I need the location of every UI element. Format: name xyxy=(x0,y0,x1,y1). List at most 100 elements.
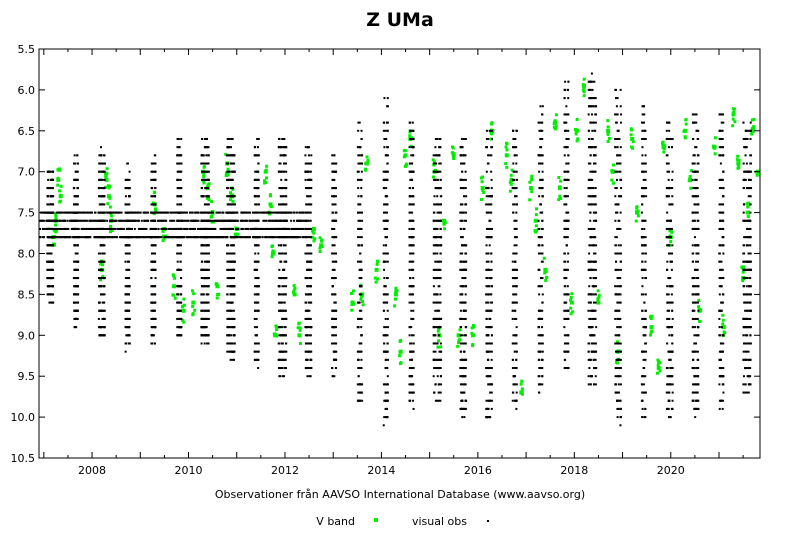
visual-obs-point xyxy=(308,178,311,181)
visual-obs-point xyxy=(432,170,435,173)
visual-obs-point xyxy=(151,293,154,296)
visual-obs-point xyxy=(100,195,103,198)
v-band-point xyxy=(610,178,614,182)
visual-obs-point xyxy=(200,268,203,271)
visual-obs-point xyxy=(283,309,286,312)
visual-obs-point xyxy=(512,146,515,149)
visual-obs-point xyxy=(284,277,287,280)
visual-obs-point xyxy=(231,358,234,361)
visual-obs-point xyxy=(282,268,285,271)
visual-obs-point xyxy=(565,301,568,304)
visual-obs-point xyxy=(257,195,260,198)
v-band-point xyxy=(528,180,532,184)
v-band-point xyxy=(442,227,446,231)
visual-obs-point xyxy=(150,301,153,304)
visual-obs-point xyxy=(410,252,413,255)
v-band-point xyxy=(489,131,493,135)
visual-obs-point xyxy=(204,244,207,247)
visual-obs-point xyxy=(541,170,544,173)
visual-obs-point xyxy=(384,211,387,214)
visual-obs-point xyxy=(98,285,101,288)
visual-obs-point xyxy=(564,129,567,132)
visual-obs-point xyxy=(283,367,286,370)
visual-obs-point xyxy=(227,137,230,140)
visual-obs-point xyxy=(515,391,518,394)
visual-obs-point xyxy=(588,129,591,132)
visual-obs-point xyxy=(436,375,439,378)
visual-obs-point xyxy=(178,326,181,329)
visual-obs-point xyxy=(307,219,310,222)
visual-obs-point xyxy=(436,277,439,280)
visual-obs-point xyxy=(204,137,207,140)
v-band-point xyxy=(403,148,407,152)
visual-obs-point xyxy=(281,146,284,149)
visual-obs-point xyxy=(515,195,518,198)
visual-obs-point xyxy=(438,383,441,386)
v-band-point xyxy=(520,389,524,393)
visual-obs-point xyxy=(51,170,54,173)
visual-obs-point xyxy=(309,170,312,173)
visual-obs-point xyxy=(437,170,440,173)
visual-obs-point xyxy=(304,317,307,320)
visual-obs-point xyxy=(255,309,258,312)
visual-obs-point xyxy=(233,252,236,255)
v-band-point xyxy=(582,90,586,94)
v-band-point xyxy=(56,176,60,180)
visual-obs-point xyxy=(309,195,312,198)
visual-obs-point xyxy=(102,195,105,198)
v-band-point xyxy=(752,125,756,129)
visual-obs-point xyxy=(360,367,363,370)
visual-obs-point xyxy=(309,219,312,222)
visual-obs-point xyxy=(52,244,55,247)
v-band-point xyxy=(374,267,379,272)
visual-obs-point xyxy=(490,203,493,206)
visual-obs-point xyxy=(587,383,590,386)
visual-obs-point xyxy=(464,342,467,345)
visual-obs-point xyxy=(513,383,516,386)
v-band-point xyxy=(575,128,579,132)
visual-obs-point xyxy=(231,326,234,329)
visual-obs-point xyxy=(226,260,229,263)
visual-obs-point xyxy=(438,358,441,361)
visual-obs-point xyxy=(226,309,229,312)
visual-obs-point xyxy=(515,293,518,296)
visual-obs-point xyxy=(278,342,281,345)
visual-obs-point xyxy=(357,367,360,370)
visual-obs-point xyxy=(331,203,334,206)
visual-obs-point xyxy=(126,326,129,329)
visual-obs-point xyxy=(152,309,155,312)
visual-obs-point xyxy=(278,146,281,149)
visual-obs-point xyxy=(306,367,309,370)
visual-obs-point xyxy=(304,187,307,190)
visual-obs-point xyxy=(206,170,209,173)
visual-obs-point xyxy=(485,407,488,410)
visual-obs-point xyxy=(50,285,53,288)
visual-obs-point xyxy=(567,129,570,132)
visual-obs-point xyxy=(152,195,155,198)
visual-obs-point xyxy=(408,187,411,190)
v-band-point xyxy=(658,369,662,373)
v-band-point xyxy=(108,196,112,200)
v-band-point xyxy=(615,360,619,364)
visual-obs-point xyxy=(491,137,494,140)
visual-obs-point xyxy=(461,211,464,214)
v-band-point xyxy=(431,158,435,162)
visual-obs-point xyxy=(537,350,540,353)
visual-obs-point xyxy=(76,203,79,206)
visual-obs-point xyxy=(461,244,464,247)
visual-obs-point xyxy=(308,260,311,263)
visual-obs-point xyxy=(563,309,566,312)
visual-obs-point xyxy=(233,317,236,320)
visual-obs-point xyxy=(103,317,106,320)
v-band-point xyxy=(752,117,756,121)
visual-obs-point xyxy=(357,203,360,206)
visual-obs-point xyxy=(152,203,155,206)
visual-obs-point xyxy=(489,350,492,353)
visual-obs-point xyxy=(127,203,130,206)
visual-obs-point xyxy=(514,277,517,280)
visual-obs-point xyxy=(227,277,230,280)
visual-obs-point xyxy=(563,187,566,190)
visual-obs-point xyxy=(361,383,364,386)
visual-obs-point xyxy=(587,187,590,190)
visual-obs-point xyxy=(537,309,540,312)
